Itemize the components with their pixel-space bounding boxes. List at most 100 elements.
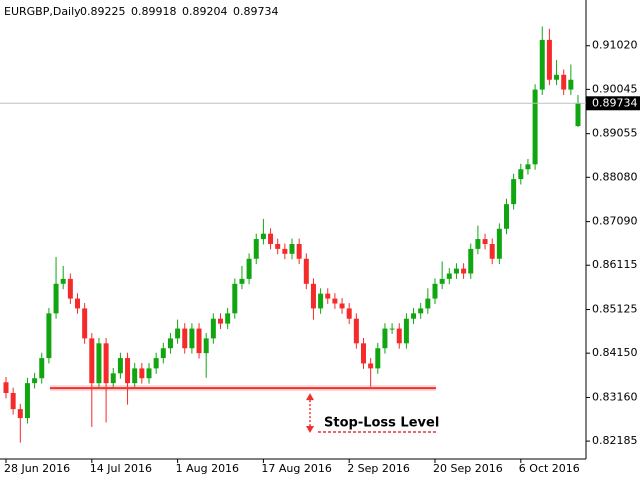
candle-body: [539, 39, 545, 90]
candle-body: [496, 228, 502, 259]
candle-body: [525, 164, 531, 170]
candle-body: [361, 343, 366, 364]
candle-body: [289, 243, 295, 254]
candle-body: [310, 283, 316, 309]
candle-body: [296, 243, 302, 259]
candle-body: [318, 293, 324, 309]
stop-loss-label: Stop-Loss Level: [324, 416, 439, 431]
candle-body: [575, 103, 581, 127]
candle-body: [110, 373, 116, 384]
arrow-head-up: [306, 393, 314, 401]
arrow-head-down: [306, 426, 314, 433]
symbol: EURGBP,Daily: [4, 5, 81, 18]
current-price-label: 0.89734: [592, 96, 638, 109]
candle-body: [117, 358, 123, 374]
y-tick-label: 0.86115: [592, 258, 638, 271]
candle-body: [396, 328, 402, 344]
candle-body: [17, 409, 23, 419]
candle-body: [382, 328, 388, 349]
x-tick-label: 28 Jun 2016: [4, 462, 70, 475]
x-tick-label: 14 Jul 2016: [90, 462, 152, 475]
y-tick-label: 0.83160: [592, 390, 638, 403]
candle-body: [511, 179, 517, 205]
candle-body: [167, 338, 173, 349]
candle-body: [175, 328, 181, 339]
candle-body: [489, 243, 495, 259]
candle-body: [139, 368, 145, 379]
candle-body: [411, 313, 417, 319]
header-open: 0.89225: [80, 5, 126, 18]
y-tick-label: 0.84150: [592, 346, 638, 359]
candle-body: [353, 318, 359, 344]
candle-body: [518, 169, 524, 180]
y-tick-label: 0.85125: [592, 303, 638, 316]
candle-body: [475, 239, 481, 249]
candle-body: [461, 268, 467, 274]
candle-body: [432, 283, 438, 299]
current-price-box: [586, 96, 640, 111]
x-tick-label: 2 Sep 2016: [347, 462, 410, 475]
candle-body: [504, 204, 509, 229]
x-tick-label: 17 Aug 2016: [261, 462, 331, 475]
candle-body: [403, 318, 409, 344]
candle-body: [453, 268, 459, 274]
candle-body: [568, 79, 574, 90]
candle-body: [125, 358, 131, 384]
candle-body: [67, 278, 73, 299]
candle-body: [482, 239, 488, 244]
header-close: 0.89734: [233, 5, 279, 18]
y-tick-label: 0.87090: [592, 215, 638, 228]
candle-body: [346, 308, 352, 319]
x-tick-label: 6 Oct 2016: [519, 462, 580, 475]
candle-body: [425, 298, 431, 309]
candle-body: [153, 358, 159, 369]
x-tick-label: 20 Sep 2016: [433, 462, 503, 475]
candle-body: [132, 368, 138, 384]
candle-body: [282, 248, 288, 254]
candle-body: [60, 278, 66, 284]
candle-body: [32, 378, 38, 384]
candle-body: [3, 382, 9, 393]
header-low: 0.89204: [182, 5, 228, 18]
candle-body: [24, 383, 30, 419]
candle-body: [554, 74, 560, 80]
candle-body: [275, 243, 281, 249]
candle-body: [368, 363, 374, 369]
candle-body: [82, 308, 88, 339]
header-high: 0.89918: [131, 5, 177, 18]
candle-body: [546, 39, 552, 80]
candle-body: [246, 258, 252, 279]
y-tick-label: 0.90045: [592, 82, 638, 95]
candle-body: [75, 298, 80, 309]
candle-body: [332, 298, 338, 304]
candle-body: [146, 368, 152, 379]
candle-body: [53, 283, 59, 314]
candle-body: [468, 248, 474, 274]
candle-body: [203, 338, 209, 354]
candle-body: [210, 318, 216, 339]
candle-body: [182, 328, 188, 349]
y-tick-label: 0.89055: [592, 127, 638, 140]
candle-body: [260, 233, 266, 240]
y-tick-label: 0.88080: [592, 170, 638, 183]
candle-body: [418, 308, 424, 314]
candle-body: [239, 278, 245, 284]
candle-body: [446, 273, 452, 279]
y-tick-label: 0.82185: [592, 434, 638, 447]
candle-body: [232, 283, 238, 314]
candle-body: [268, 233, 274, 244]
candle-body: [10, 392, 16, 410]
candle-body: [103, 343, 109, 384]
y-tick-label: 0.91020: [592, 39, 638, 52]
x-tick-label: 1 Aug 2016: [176, 462, 239, 475]
candle-body: [339, 303, 345, 309]
candle-body: [218, 318, 223, 324]
candle-body: [253, 239, 259, 259]
candle-body: [225, 313, 231, 324]
candle-body: [96, 343, 102, 384]
candle-body: [303, 258, 309, 284]
candle-body: [196, 328, 202, 354]
